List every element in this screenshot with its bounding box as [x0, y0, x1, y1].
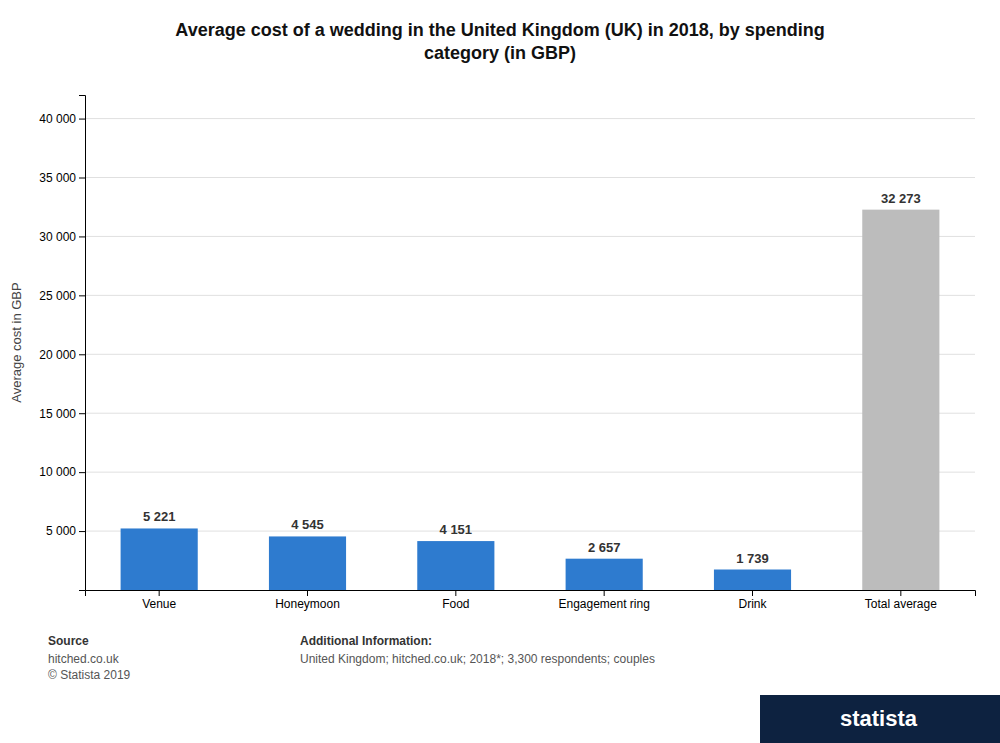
- data-label: 2 657: [588, 540, 621, 555]
- grid-line: [85, 472, 975, 473]
- y-tick-mark: [79, 119, 85, 120]
- grid-line: [85, 354, 975, 355]
- x-tick-mark: [455, 590, 456, 596]
- x-tick-mark: [900, 590, 901, 596]
- data-label: 1 739: [736, 551, 769, 566]
- x-tick: Drink: [738, 590, 767, 611]
- x-tick-label: Food: [442, 597, 469, 611]
- bar: [121, 528, 198, 590]
- data-label: 4 545: [291, 517, 324, 532]
- x-tick: Venue: [142, 590, 176, 611]
- x-tick-label: Drink: [738, 597, 767, 611]
- grid-line: [85, 177, 975, 178]
- grid: [85, 119, 975, 532]
- y-tick-label: 40 000: [39, 112, 76, 126]
- x-tick-mark: [752, 590, 753, 596]
- y-tick-label: 5 000: [46, 524, 76, 538]
- y-axis: 5 000 10 000 15 000 20 000 25 000 30 000 35 00…: [39, 96, 85, 591]
- bar: [714, 570, 791, 590]
- y-axis-line: [79, 96, 86, 591]
- info-text: United Kingdom; hitched.co.uk; 2018*; 3,…: [300, 652, 655, 666]
- y-tick-mark: [79, 531, 85, 532]
- info-heading: Additional Information:: [300, 634, 432, 648]
- data-label: 5 221: [143, 509, 176, 524]
- banner: statista: [760, 695, 1000, 743]
- grid-line: [85, 295, 975, 296]
- bar: [566, 559, 643, 590]
- y-tick-label: 25 000: [39, 289, 76, 303]
- x-tick-label: Total average: [865, 597, 937, 611]
- x-tick-mark: [307, 590, 308, 596]
- y-tick-mark: [79, 354, 85, 355]
- grid-line: [85, 531, 975, 532]
- y-tick-mark: [79, 413, 85, 414]
- x-tick: Total average: [865, 590, 937, 611]
- x-tick-label: Honeymoon: [275, 597, 340, 611]
- banner-bg: [760, 695, 1000, 743]
- y-tick-mark: [79, 472, 85, 473]
- y-tick-label: 35 000: [39, 171, 76, 185]
- y-tick: 25 000: [39, 289, 85, 303]
- y-axis-title: Average cost in GBP: [9, 282, 24, 402]
- y-tick-mark: [79, 295, 85, 296]
- grid-line: [85, 236, 975, 237]
- y-tick-label: 30 000: [39, 230, 76, 244]
- data-label: 4 151: [440, 522, 473, 537]
- x-tick: Honeymoon: [275, 590, 340, 611]
- x-tick-label: Engagement ring: [558, 597, 649, 611]
- logo-text: statista: [840, 706, 918, 731]
- footer: Source hitched.co.uk© Statista 2019 Additi…: [48, 634, 655, 682]
- y-tick: 10 000: [39, 465, 85, 479]
- y-tick: 30 000: [39, 230, 85, 244]
- y-tick: 35 000: [39, 171, 85, 185]
- grid-line: [85, 413, 975, 414]
- y-tick: 5 000: [46, 524, 85, 538]
- grid-line: [85, 118, 975, 119]
- data-labels: 5 221 4 545 4 151 2 657 1 739 32 273: [143, 191, 921, 566]
- bar: [862, 210, 939, 590]
- plot-area: 5 000 10 000 15 000 20 000 25 000 30 000 35 00…: [9, 96, 976, 611]
- x-axis: Venue Honeymoon Food Engagement ring Drink To…: [86, 590, 976, 611]
- source-heading: Source: [48, 634, 89, 648]
- y-tick-mark: [79, 178, 85, 179]
- bar: [417, 541, 494, 590]
- x-tick: Engagement ring: [558, 590, 649, 611]
- x-axis-line: [86, 591, 976, 597]
- data-label: 32 273: [881, 191, 921, 206]
- y-tick-label: 20 000: [39, 348, 76, 362]
- bars: [121, 210, 940, 590]
- y-tick: 40 000: [39, 112, 85, 126]
- bar: [269, 536, 346, 590]
- x-tick-label: Venue: [142, 597, 176, 611]
- y-tick-label: 10 000: [39, 465, 76, 479]
- source-text: hitched.co.uk© Statista 2019: [48, 652, 131, 682]
- y-tick-label: 15 000: [39, 407, 76, 421]
- y-tick: 15 000: [39, 407, 85, 421]
- x-tick-mark: [159, 590, 160, 596]
- y-tick-mark: [79, 236, 85, 237]
- x-tick: Food: [442, 590, 469, 611]
- chart-root: Average cost of a wedding in the United …: [0, 0, 1000, 743]
- y-tick: 20 000: [39, 348, 85, 362]
- x-tick-mark: [604, 590, 605, 596]
- title: Average cost of a wedding in the United …: [175, 20, 824, 63]
